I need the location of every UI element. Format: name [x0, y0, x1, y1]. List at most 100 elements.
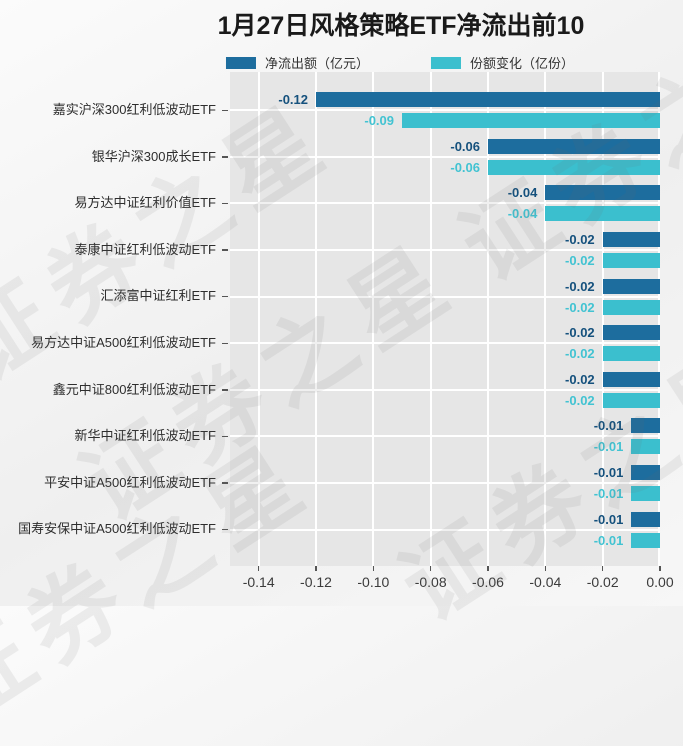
- bar-value-label: -0.02: [565, 392, 595, 408]
- x-tick-label: -0.02: [586, 574, 619, 590]
- bar-row: -0.01 -0.01: [230, 506, 660, 553]
- bar-share-change: [602, 392, 660, 408]
- bar-value-label: -0.01: [593, 418, 624, 434]
- x-tick-label: 0.00: [646, 574, 674, 590]
- bar-net-outflow: [631, 465, 660, 481]
- bar-row: -0.02 -0.02: [230, 273, 660, 320]
- category-label: 银华沪深300成长ETF: [91, 148, 216, 164]
- y-tick: [222, 435, 228, 438]
- bar-value-label: -0.02: [565, 299, 595, 315]
- bar-row: -0.01 -0.01: [230, 413, 660, 460]
- bar-value-label: -0.01: [593, 532, 624, 548]
- category-label: 鑫元中证800红利低波动ETF: [52, 381, 216, 397]
- bar-share-change: [602, 346, 660, 362]
- y-tick: [222, 389, 228, 391]
- y-tick: [222, 156, 228, 158]
- bar-row: -0.04 -0.04: [230, 180, 660, 227]
- legend-item-share-change: 份额变化（亿份）: [431, 53, 574, 72]
- bar-net-outflow: [602, 232, 660, 248]
- y-tick: [222, 249, 228, 251]
- row-separator-line: [230, 295, 660, 298]
- row-separator-line: [230, 202, 660, 205]
- vertical-gridline: [429, 72, 432, 566]
- x-tick: [257, 566, 260, 571]
- bar-row: -0.12 -0.09: [230, 87, 660, 134]
- bar-net-outflow: [602, 278, 660, 294]
- x-tick: [544, 566, 547, 571]
- y-tick: [222, 109, 228, 112]
- bar-row: -0.01 -0.01: [230, 460, 660, 507]
- x-tick-label: -0.12: [300, 574, 332, 590]
- bar-share-change: [631, 532, 660, 548]
- bar-value-label: -0.06: [450, 159, 480, 175]
- y-tick: [222, 342, 228, 345]
- legend-label-share-change: 份额变化（亿份）: [470, 56, 575, 71]
- bar-net-outflow: [631, 418, 660, 434]
- vertical-gridline: [315, 72, 317, 566]
- x-tick-label: -0.14: [242, 574, 275, 590]
- category-label: 新华中证红利低波动ETF: [74, 428, 216, 444]
- row-separator-line: [230, 109, 660, 112]
- x-tick-label: -0.04: [529, 574, 562, 590]
- bar-value-label: -0.02: [565, 253, 595, 269]
- x-tick: [429, 566, 432, 571]
- bar-row: -0.02 -0.02: [230, 320, 660, 367]
- bar-share-change: [488, 159, 660, 175]
- plot-area: -0.12 -0.09 -0.06 -0.06 -0.04 -0.04 -0.02 -0.02…: [230, 72, 660, 566]
- y-tick: [222, 482, 228, 484]
- legend-item-net-outflow: 净流出额（亿元）: [225, 53, 369, 72]
- bar-net-outflow: [602, 325, 660, 341]
- bar-value-label: -0.01: [593, 439, 624, 455]
- row-separator-line: [230, 528, 660, 531]
- vertical-gridline: [372, 72, 375, 566]
- x-tick-label: -0.10: [357, 574, 390, 590]
- category-label: 易方达中证红利价值ETF: [74, 195, 216, 211]
- row-separator-line: [230, 482, 660, 485]
- category-label: 国寿安保中证A500红利低波动ETF: [18, 521, 216, 537]
- row-separator-line: [230, 249, 660, 252]
- category-label: 易方达中证A500红利低波动ETF: [31, 335, 216, 350]
- bar-share-change: [631, 486, 660, 502]
- x-tick: [487, 566, 489, 571]
- x-tick: [372, 566, 375, 571]
- row-separator-line: [230, 155, 660, 158]
- bar-value-label: -0.01: [593, 486, 624, 502]
- bar-value-label: -0.02: [565, 371, 595, 387]
- category-label: 泰康中证红利低波动ETF: [74, 241, 216, 257]
- category-label: 汇添富中证红利ETF: [100, 288, 216, 304]
- bar-value-label: -0.06: [450, 138, 480, 154]
- vertical-gridline: [601, 72, 604, 566]
- legend-swatch-share-change: [431, 56, 461, 69]
- bar-value-label: -0.02: [565, 346, 595, 362]
- bar-share-change: [602, 253, 660, 269]
- row-separator-line: [230, 388, 660, 391]
- y-tick: [222, 528, 228, 531]
- x-tick: [315, 566, 317, 571]
- x-tick: [601, 566, 604, 571]
- bar-net-outflow: [602, 371, 660, 387]
- vertical-gridline: [658, 72, 660, 566]
- bar-value-label: -0.04: [507, 185, 538, 201]
- x-tick-label: -0.08: [414, 574, 447, 590]
- bar-value-label: -0.01: [593, 465, 624, 481]
- bar-row: -0.06 -0.06: [230, 134, 660, 181]
- category-label: 平安中证A500红利低波动ETF: [44, 474, 216, 490]
- bar-value-label: -0.01: [593, 511, 624, 527]
- chart-title: 1月27日风格策略ETF净流出前10: [217, 12, 585, 40]
- y-tick: [222, 295, 228, 298]
- category-label: 嘉实沪深300红利低波动ETF: [52, 102, 216, 117]
- row-separator-line: [230, 342, 660, 345]
- bar-row: -0.02 -0.02: [230, 227, 660, 274]
- row-separator-line: [230, 435, 660, 438]
- bar-share-change: [545, 206, 660, 222]
- bar-value-label: -0.04: [507, 206, 538, 222]
- legend-swatch-net-outflow: [225, 56, 256, 69]
- bar-value-label: -0.02: [565, 232, 595, 248]
- bar-net-outflow: [631, 511, 660, 527]
- bar-share-change: [402, 113, 660, 129]
- bar-net-outflow: [316, 92, 660, 108]
- vertical-gridline: [487, 72, 489, 566]
- bar-value-label: -0.02: [565, 278, 595, 294]
- bar-share-change: [602, 299, 660, 315]
